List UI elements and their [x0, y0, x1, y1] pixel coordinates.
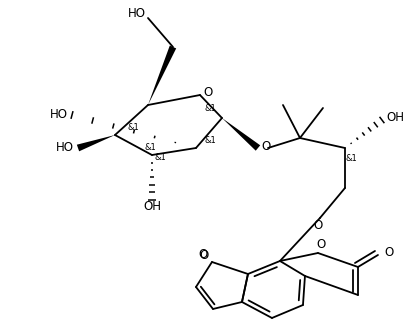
Text: O: O [198, 248, 208, 261]
Text: &1: &1 [144, 143, 156, 152]
Text: O: O [200, 249, 208, 262]
Text: OH: OH [143, 200, 161, 213]
Text: HO: HO [128, 7, 146, 20]
Text: &1: &1 [127, 123, 139, 132]
Polygon shape [222, 118, 260, 151]
Polygon shape [148, 46, 176, 105]
Text: &1: &1 [345, 154, 357, 163]
Text: O: O [384, 246, 393, 259]
Text: O: O [316, 238, 326, 251]
Text: &1: &1 [204, 104, 216, 113]
Text: O: O [313, 219, 323, 232]
Text: O: O [262, 140, 271, 153]
Text: HO: HO [50, 108, 68, 121]
Text: HO: HO [56, 141, 74, 154]
Text: OH: OH [386, 111, 404, 124]
Polygon shape [77, 135, 115, 151]
Text: O: O [203, 86, 213, 99]
Text: &1: &1 [154, 153, 166, 162]
Text: &1: &1 [204, 136, 216, 145]
